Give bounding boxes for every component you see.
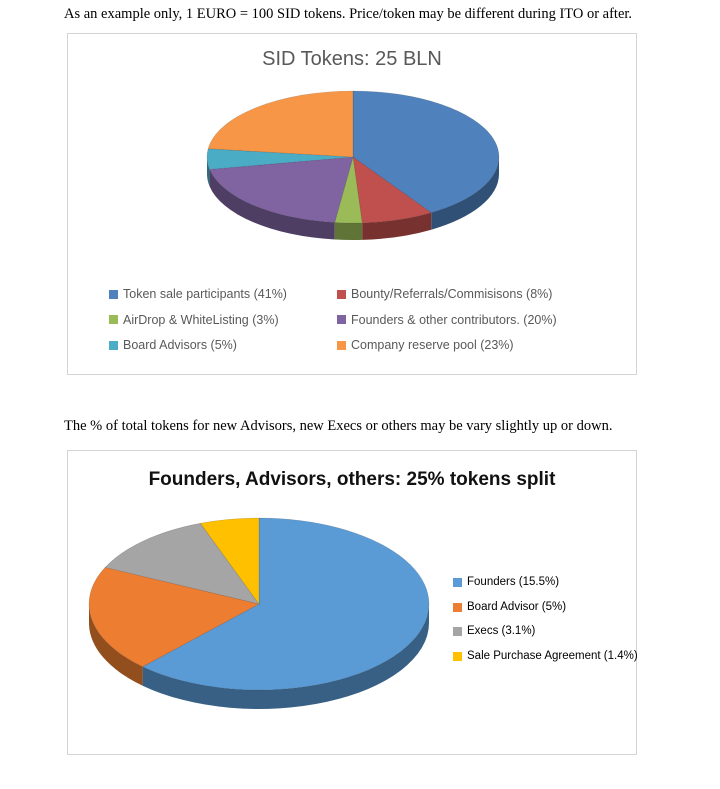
legend-item: Company reserve pool (23%) (337, 339, 595, 352)
legend-swatch-icon (109, 315, 118, 325)
legend-swatch-icon (337, 315, 346, 325)
chart-title: Founders, Advisors, others: 25% tokens s… (148, 469, 556, 490)
legend-item: Founders & other contributors. (20%) (337, 312, 595, 327)
legend-item: Board Advisors (5%) (109, 339, 337, 352)
legend-label: Bounty/Referrals/Commisisons (8%) (351, 287, 553, 301)
sid-tokens-chart: SID Tokens: 25 BLN Token sale participan… (67, 33, 637, 375)
legend-label: Board Advisors (5%) (123, 338, 237, 352)
legend-label: Board Advisor (5%) (467, 600, 567, 613)
legend-label: Founders (15.5%) (467, 576, 560, 588)
legend-label: Company reserve pool (23%) (351, 338, 514, 352)
legend-label: Founders & other contributors. (20%) (351, 312, 557, 327)
legend-swatch-icon (337, 289, 346, 299)
pie-3d (88, 517, 430, 709)
legend-swatch-icon (109, 289, 118, 299)
legend-item: Token sale participants (41%) (109, 288, 337, 301)
legend-swatch-icon (337, 340, 346, 350)
legend-item: Execs (3.1%) (453, 625, 638, 638)
chart-title: SID Tokens: 25 BLN (262, 48, 442, 70)
legend-item: AirDrop & WhiteListing (3%) (109, 312, 337, 327)
legend-label: AirDrop & WhiteListing (3%) (123, 312, 279, 327)
founders-split-chart: Founders, Advisors, others: 25% tokens s… (67, 450, 638, 755)
chart-legend: Founders (15.5%) Board Advisor (5%) Exec… (453, 576, 638, 663)
legend-item: Founders (15.5%) (453, 576, 638, 589)
legend-swatch-icon (453, 578, 462, 588)
intro-note: As an example only, 1 EURO = 100 SID tok… (64, 6, 633, 22)
legend-label: Sale Purchase Agreement (1.4%) (467, 649, 638, 662)
pie-3d (206, 90, 500, 241)
legend-swatch-icon (453, 627, 462, 637)
legend-label: Execs (3.1%) (467, 625, 536, 637)
legend-item: Sale Purchase Agreement (1.4%) (453, 649, 638, 663)
legend-item: Bounty/Referrals/Commisisons (8%) (337, 288, 595, 301)
legend-swatch-icon (453, 602, 462, 612)
chart-legend: Token sale participants (41%) Bounty/Ref… (68, 288, 636, 352)
legend-swatch-icon (109, 340, 118, 350)
legend-swatch-icon (453, 651, 462, 661)
legend-label: Token sale participants (41%) (123, 287, 287, 301)
legend-item: Board Advisor (5%) (453, 600, 638, 614)
tolerance-note: The % of total tokens for new Advisors, … (64, 418, 613, 434)
